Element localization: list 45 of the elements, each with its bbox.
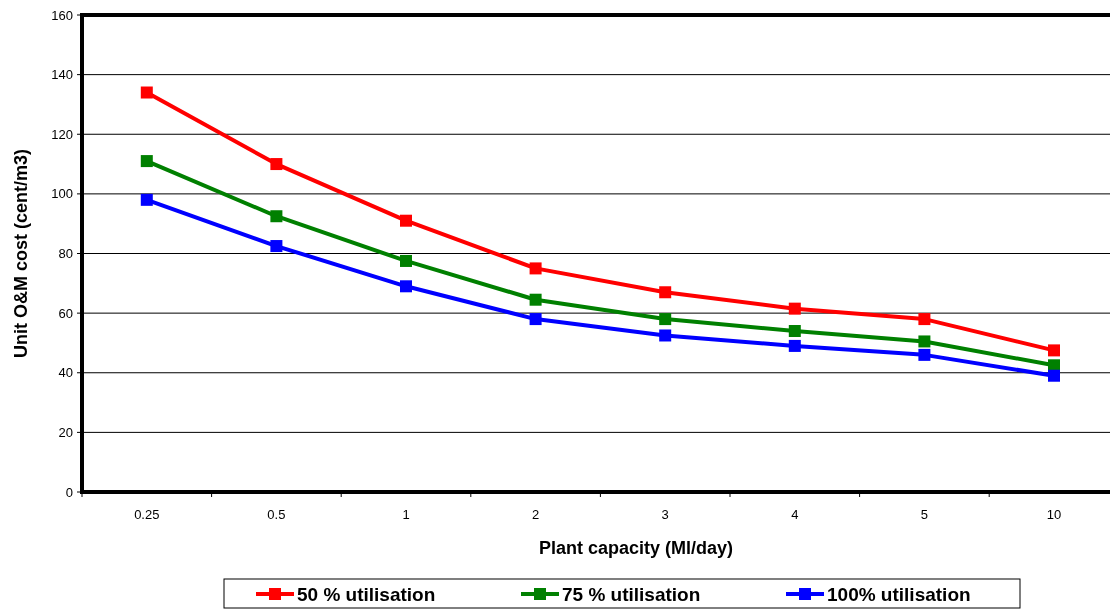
- legend-label: 50 % utilisation: [297, 583, 436, 605]
- x-tick-label: 3: [661, 507, 669, 522]
- y-tick-label: 80: [58, 246, 73, 262]
- point: [788, 302, 801, 315]
- point: [659, 329, 672, 342]
- legend-label: 75 % utilisation: [562, 583, 701, 605]
- y-axis-title: Unit O&M cost (cent/m3): [11, 148, 31, 359]
- y-tick-label: 40: [58, 365, 73, 381]
- point: [788, 339, 801, 352]
- x-tick-label: 5: [920, 507, 929, 522]
- y-tick-label: 120: [51, 126, 73, 142]
- point: [140, 155, 153, 168]
- point: [529, 262, 542, 275]
- point: [529, 313, 542, 326]
- point: [918, 335, 931, 348]
- x-tick-label: 10: [1046, 507, 1062, 522]
- y-tick-label: 0: [65, 484, 73, 500]
- x-axis-title: Plant capacity (Ml/day): [538, 538, 734, 558]
- y-tick-label: 100: [51, 186, 73, 202]
- point: [140, 86, 153, 99]
- point: [270, 158, 283, 171]
- point: [270, 240, 283, 253]
- point: [659, 286, 672, 299]
- y-tick-label: 60: [58, 305, 73, 321]
- x-tick-label: 4: [791, 507, 799, 522]
- y-tick-label: 140: [51, 67, 73, 83]
- x-tick-label: 0.5: [267, 507, 286, 522]
- point: [659, 313, 672, 326]
- point: [918, 313, 931, 326]
- point: [918, 348, 931, 361]
- point: [1048, 369, 1060, 382]
- point: [400, 254, 412, 267]
- point: [1048, 344, 1060, 357]
- point: [400, 280, 412, 293]
- point: [140, 193, 153, 206]
- point: [270, 210, 283, 223]
- y-tick-label: 160: [51, 7, 73, 23]
- x-tick-label: 1: [402, 507, 410, 522]
- point: [529, 293, 542, 306]
- y-tick-label: 20: [58, 424, 73, 440]
- point: [400, 214, 412, 227]
- legend-label: 100% utilisation: [827, 583, 971, 605]
- x-tick-label: 2: [531, 507, 540, 522]
- point: [788, 325, 801, 338]
- x-tick-label: 0.25: [134, 507, 160, 522]
